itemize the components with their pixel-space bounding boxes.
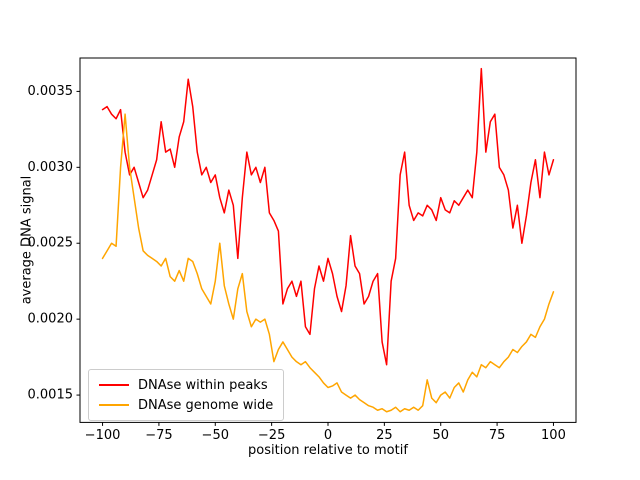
y-tick-label: 0.0020 (28, 312, 74, 327)
x-axis-label: position relative to motif (248, 443, 408, 458)
legend-label-dnase-genome-wide: DNAse genome wide (138, 397, 274, 413)
legend-item-dnase-within-peaks: DNAse within peaks (99, 375, 273, 395)
y-axis-label: average DNA signal (19, 175, 35, 305)
x-tick-label: 100 (541, 428, 566, 443)
series-line-dnase-within-peaks (101, 67, 555, 366)
y-tick-label: 0.0030 (28, 160, 74, 175)
legend-line-red-icon (99, 384, 129, 386)
x-tick-label: 50 (432, 428, 449, 443)
legend: DNAse within peaks DNAse genome wide (88, 369, 285, 421)
series-line-dnase-genome-wide (101, 113, 555, 413)
x-tick-label: 75 (489, 428, 506, 443)
x-tick-label: −100 (85, 428, 121, 443)
plot-border (79, 57, 577, 423)
legend-item-dnase-genome-wide: DNAse genome wide (99, 395, 273, 415)
x-tick-label: −75 (145, 428, 172, 443)
x-tick-label: 25 (376, 428, 393, 443)
legend-line-orange-icon (99, 404, 129, 406)
x-tick-label: 0 (324, 428, 332, 443)
y-tick-label: 0.0025 (28, 236, 74, 251)
legend-label-dnase-within-peaks: DNAse within peaks (138, 377, 268, 393)
x-tick-label: −25 (258, 428, 285, 443)
y-tick-label: 0.0015 (28, 388, 74, 403)
x-tick-label: −50 (202, 428, 229, 443)
y-tick-label: 0.0035 (28, 84, 74, 99)
